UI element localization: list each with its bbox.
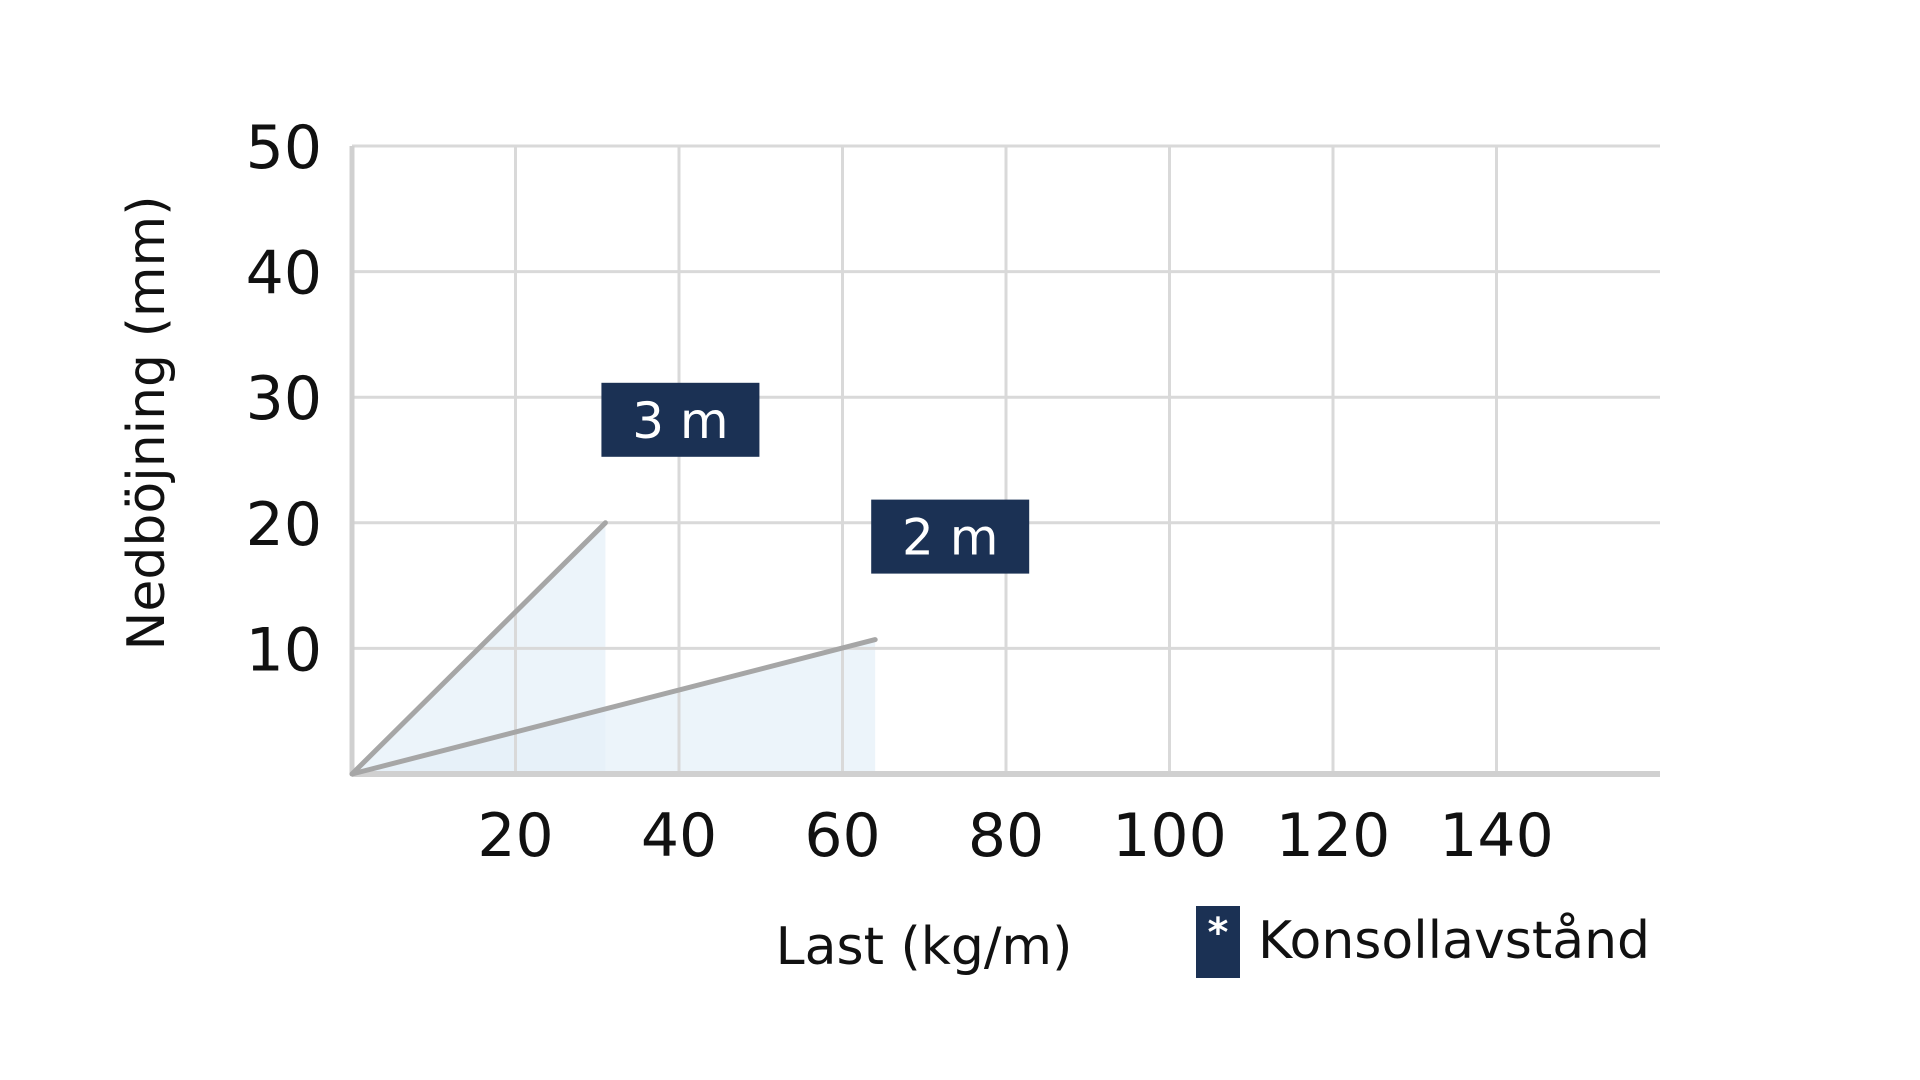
gridlines: [352, 144, 1660, 774]
legend: * Konsollavstånd: [1196, 906, 1650, 978]
label-box-3m: 3 m: [601, 382, 760, 457]
y-tick-label-30: 30: [246, 364, 322, 434]
series-line-3m: [349, 520, 608, 777]
label-box-text: 3 m: [632, 392, 728, 450]
x-tick-label-120: 120: [1276, 801, 1391, 871]
x-tick-label-80: 80: [968, 801, 1044, 871]
tick-labels: 20 40 60 80 100 120 140 10 20 30 40 50: [246, 113, 1554, 871]
x-tick-label-140: 140: [1439, 801, 1554, 871]
legend-swatch: [1196, 906, 1240, 978]
legend-label: Konsollavstånd: [1258, 911, 1650, 971]
x-tick-label-20: 20: [477, 801, 553, 871]
label-box-2m: 2 m: [871, 499, 1030, 574]
y-tick-label-20: 20: [246, 490, 322, 560]
x-tick-label-40: 40: [641, 801, 717, 871]
y-tick-label-10: 10: [246, 615, 322, 685]
x-axis-title: Last (kg/m): [776, 917, 1073, 977]
series-lines: [349, 520, 878, 777]
x-tick-label-100: 100: [1112, 801, 1227, 871]
label-box-bg: [601, 382, 760, 457]
label-box-bg: [871, 499, 1030, 574]
series-label-boxes: 3 m 2 m: [601, 382, 1030, 574]
y-axis-title: Nedböjning (mm): [117, 196, 177, 651]
y-tick-label-40: 40: [246, 239, 322, 309]
y-tick-label-50: 50: [246, 113, 322, 183]
legend-symbol: *: [1208, 910, 1229, 956]
label-box-text: 2 m: [902, 509, 998, 567]
series-line-2m: [349, 637, 878, 777]
axes: [349, 146, 1660, 777]
x-tick-label-60: 60: [804, 801, 880, 871]
